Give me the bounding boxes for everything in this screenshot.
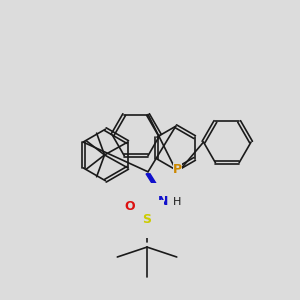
Text: N: N xyxy=(158,195,168,208)
Text: P: P xyxy=(173,163,182,176)
Text: H: H xyxy=(172,196,181,206)
Text: S: S xyxy=(142,213,152,226)
Polygon shape xyxy=(146,174,165,198)
Text: O: O xyxy=(125,200,136,213)
